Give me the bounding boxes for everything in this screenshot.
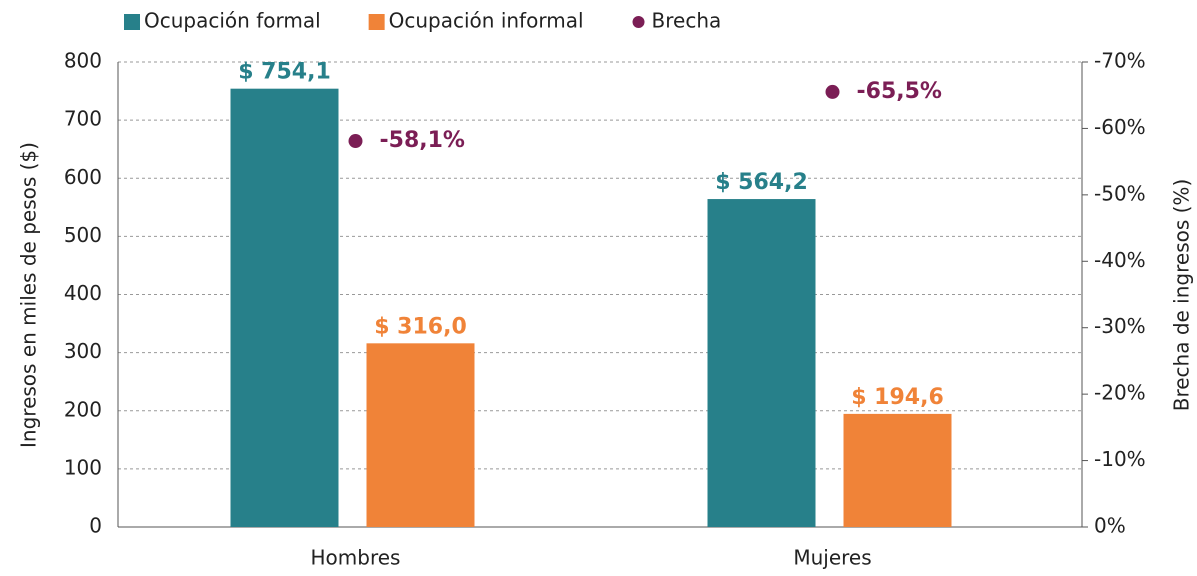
- y-tick-label: 300: [64, 339, 102, 363]
- bar: [707, 199, 816, 527]
- y2-tick-label: -60%: [1094, 115, 1146, 139]
- y-axis-label: Ingresos en miles de pesos ($): [17, 142, 41, 448]
- y-tick-label: 200: [64, 397, 102, 421]
- legend-label: Ocupación informal: [389, 9, 584, 33]
- y2-tick-label: -10%: [1094, 447, 1146, 471]
- y2-tick-label: -50%: [1094, 181, 1146, 205]
- y2-tick-label: -70%: [1094, 49, 1146, 73]
- y-tick-label: 100: [64, 455, 102, 479]
- y-tick-label: 800: [64, 49, 102, 73]
- bar: [230, 88, 339, 527]
- y-tick-label: 0: [89, 514, 102, 538]
- x-tick-label: Hombres: [311, 546, 401, 570]
- value-label: -65,5%: [857, 79, 942, 104]
- y2-tick-label: 0%: [1094, 514, 1126, 538]
- legend-marker: [632, 16, 645, 28]
- value-label: $ 316,0: [374, 314, 467, 339]
- value-label: $ 194,6: [851, 385, 944, 410]
- y-tick-label: 700: [64, 107, 102, 131]
- y2-tick-label: -30%: [1094, 314, 1146, 338]
- y-tick-label: 500: [64, 223, 102, 247]
- dot: [348, 134, 363, 149]
- value-label: -58,1%: [380, 128, 465, 153]
- legend-marker: [124, 14, 140, 30]
- value-label: $ 754,1: [238, 60, 331, 85]
- legend-label: Brecha: [652, 9, 722, 33]
- dot: [825, 84, 840, 99]
- y-tick-label: 600: [64, 165, 102, 189]
- y2-tick-label: -20%: [1094, 381, 1146, 405]
- y2-axis-label: Brecha de ingresos (%): [1170, 179, 1194, 412]
- bar: [366, 343, 475, 527]
- bar: [843, 413, 952, 527]
- value-label: $ 564,2: [715, 170, 808, 195]
- y-tick-label: 400: [64, 281, 102, 305]
- legend-label: Ocupación formal: [144, 9, 321, 33]
- y2-tick-label: -40%: [1094, 248, 1146, 272]
- x-tick-label: Mujeres: [793, 546, 871, 570]
- legend-marker: [368, 14, 385, 30]
